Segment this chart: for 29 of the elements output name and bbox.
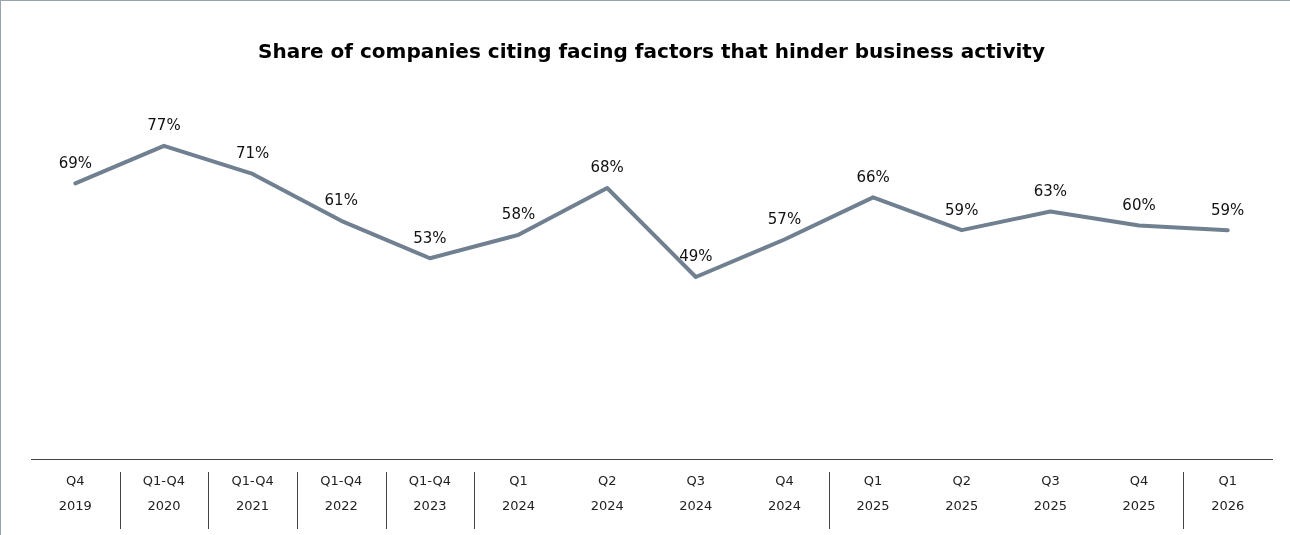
x-tick-label: Q1-Q4 2020	[142, 473, 186, 514]
x-tick-label: Q2 2024	[590, 473, 624, 514]
x-tick-label: Q1-Q4 2022	[320, 473, 363, 514]
x-tick-label: Q1-Q4 2023	[408, 473, 451, 514]
data-label: 68%	[590, 158, 624, 177]
chart-title: Share of companies citing facing factors that hinder business activity	[258, 39, 1045, 64]
x-tick-label: Q1 2025	[856, 473, 890, 514]
data-label: 63%	[1033, 181, 1068, 200]
x-tick-label: Q4 2025	[1122, 473, 1156, 514]
data-label: 49%	[679, 247, 713, 266]
data-label: 59%	[1211, 200, 1245, 219]
x-tick-label: Q4 2024	[767, 473, 802, 514]
x-tick-label: Q1 2026	[1211, 473, 1245, 514]
data-label: 61%	[324, 191, 358, 210]
data-label: 66%	[856, 167, 890, 186]
x-tick-label: Q3 2024	[679, 473, 713, 514]
data-label: 53%	[413, 228, 447, 247]
x-tick-label: Q3 2025	[1033, 473, 1067, 514]
data-label: 57%	[767, 209, 802, 228]
data-label: 71%	[235, 144, 270, 163]
data-label: 59%	[945, 200, 979, 219]
x-tick-label: Q2 2025	[945, 473, 979, 514]
data-label: 69%	[58, 153, 92, 172]
x-tick-label: Q1 2024	[501, 473, 536, 514]
x-tick-label: Q4 2019	[58, 473, 92, 514]
x-tick-label: Q1-Q4 2021	[231, 473, 274, 514]
data-label: 60%	[1122, 195, 1156, 214]
data-label: 77%	[147, 116, 181, 135]
data-label: 58%	[501, 205, 536, 224]
